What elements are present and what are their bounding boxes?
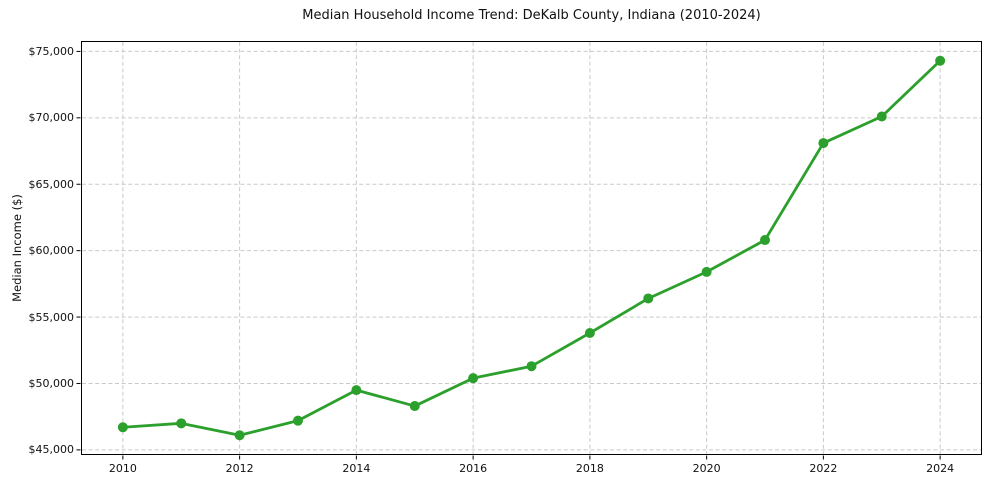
x-tick-label: 2010 bbox=[108, 462, 137, 475]
data-point-marker bbox=[234, 430, 245, 441]
data-point-marker bbox=[818, 138, 829, 149]
data-point-marker bbox=[176, 418, 187, 429]
data-point-marker bbox=[760, 235, 771, 246]
y-axis-label: Median Income ($) bbox=[10, 194, 24, 302]
y-tick-label: $65,000 bbox=[28, 177, 75, 191]
data-point-marker bbox=[409, 401, 420, 412]
data-point-marker bbox=[701, 266, 712, 277]
data-point-marker bbox=[876, 111, 887, 122]
data-point-marker bbox=[643, 293, 654, 304]
data-point-marker bbox=[351, 385, 362, 396]
data-point-marker bbox=[468, 373, 479, 384]
x-tick-label: 2024 bbox=[926, 462, 955, 475]
plot-area bbox=[76, 41, 982, 460]
data-point-marker bbox=[935, 55, 946, 66]
y-tick-label: $60,000 bbox=[28, 244, 75, 258]
x-tick-label: 2014 bbox=[342, 462, 371, 475]
x-tick-label: 2012 bbox=[225, 462, 254, 475]
x-tick-label: 2018 bbox=[575, 462, 604, 475]
chart-title: Median Household Income Trend: DeKalb Co… bbox=[302, 8, 761, 23]
data-point-marker bbox=[584, 328, 595, 339]
y-tick-label: $75,000 bbox=[28, 44, 75, 58]
y-tick-label: $55,000 bbox=[28, 310, 75, 324]
x-tick-label: 2020 bbox=[692, 462, 721, 475]
chart-svg bbox=[76, 42, 981, 460]
x-tick-label: 2022 bbox=[809, 462, 838, 475]
y-tick-label: $70,000 bbox=[28, 111, 75, 125]
series-line bbox=[121, 59, 942, 437]
data-point-marker bbox=[117, 422, 128, 433]
x-tick-label: 2016 bbox=[459, 462, 488, 475]
data-point-marker bbox=[292, 415, 303, 426]
y-tick-label: $45,000 bbox=[28, 443, 75, 457]
data-point-marker bbox=[526, 361, 537, 372]
y-tick-label: $50,000 bbox=[28, 376, 75, 390]
